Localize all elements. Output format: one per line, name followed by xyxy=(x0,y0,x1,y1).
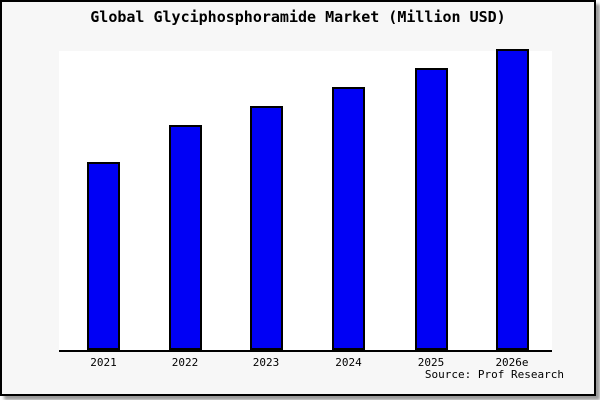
source-credit: Source: Prof Research xyxy=(424,368,564,381)
x-tick-label-2023: 2023 xyxy=(252,356,280,369)
bar-2022 xyxy=(168,125,202,350)
x-tick-label-2025: 2025 xyxy=(417,356,445,369)
bar-2021 xyxy=(87,162,120,350)
x-tick-label-2022: 2022 xyxy=(171,356,199,369)
bar-2026e xyxy=(495,49,529,350)
x-tick-label-2024: 2024 xyxy=(335,356,362,369)
x-tick-label-2026e: 2026e xyxy=(495,356,529,369)
bar-2023 xyxy=(249,106,283,350)
bar-2025 xyxy=(414,68,448,350)
x-axis-labels: 2021 2022 2023 2024 2025 2026e xyxy=(2,2,594,394)
chart-title: Global Glyciphosphoramide Market (Millio… xyxy=(90,8,506,26)
bar-2024 xyxy=(332,87,365,350)
plot-area xyxy=(59,49,552,352)
x-tick-label-2021: 2021 xyxy=(90,356,117,369)
